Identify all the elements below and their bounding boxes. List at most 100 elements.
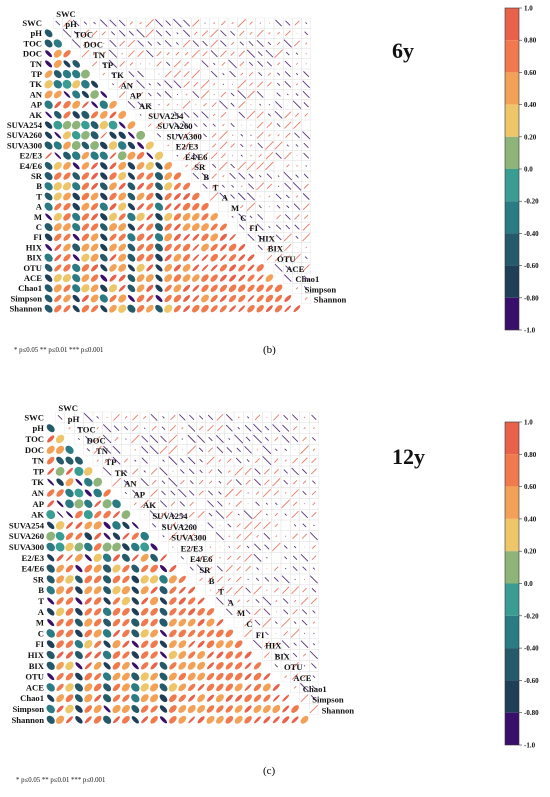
correlation-ellipse bbox=[74, 552, 85, 563]
significance-mark bbox=[150, 64, 151, 65]
correlation-ellipse bbox=[83, 617, 94, 628]
significance-mark bbox=[237, 524, 241, 528]
correlation-ellipse bbox=[136, 243, 146, 253]
correlation-ellipse bbox=[190, 222, 201, 233]
correlation-ellipse bbox=[135, 262, 146, 273]
significance-mark bbox=[283, 415, 287, 419]
correlation-ellipse bbox=[201, 254, 209, 262]
correlation-ellipse bbox=[139, 552, 150, 563]
significance-mark bbox=[193, 91, 199, 97]
significance-mark bbox=[268, 114, 271, 117]
correlation-ellipse bbox=[83, 692, 94, 703]
correlation-ellipse bbox=[112, 693, 122, 703]
correlation-ellipse bbox=[43, 293, 54, 304]
significance-mark bbox=[276, 536, 277, 537]
correlation-ellipse bbox=[46, 499, 55, 508]
correlation-ellipse bbox=[121, 660, 132, 671]
significance-mark bbox=[293, 101, 301, 109]
correlation-ellipse bbox=[163, 263, 174, 274]
correlation-ellipse bbox=[187, 596, 197, 606]
significance-mark bbox=[312, 512, 317, 517]
correlation-ellipse bbox=[130, 596, 140, 606]
correlation-ellipse bbox=[52, 180, 64, 192]
significance-mark bbox=[286, 195, 289, 198]
significance-mark bbox=[259, 154, 262, 157]
significance-mark bbox=[239, 225, 244, 230]
significance-mark bbox=[302, 132, 309, 139]
correlation-ellipse bbox=[72, 497, 85, 510]
significance-mark bbox=[258, 61, 263, 66]
correlation-ellipse bbox=[145, 263, 154, 272]
correlation-ellipse bbox=[52, 222, 63, 233]
significance-mark bbox=[263, 446, 271, 454]
significance-mark bbox=[255, 415, 260, 420]
significance-mark bbox=[103, 73, 105, 75]
correlation-ellipse bbox=[140, 704, 150, 714]
significance-mark bbox=[284, 234, 291, 241]
significance-mark bbox=[302, 610, 307, 615]
row-label: A bbox=[38, 607, 45, 617]
correlation-ellipse bbox=[274, 294, 283, 303]
correlation-ellipse bbox=[272, 694, 280, 702]
correlation-ellipse bbox=[182, 192, 191, 201]
correlation-ellipse bbox=[163, 160, 174, 171]
significance-mark bbox=[313, 525, 314, 526]
correlation-ellipse bbox=[130, 574, 141, 585]
significance-mark bbox=[241, 134, 243, 136]
correlation-ellipse bbox=[253, 693, 263, 703]
correlation-ellipse bbox=[196, 715, 205, 724]
colorbar-segment bbox=[505, 648, 519, 680]
significance-mark bbox=[194, 124, 197, 127]
significance-mark bbox=[129, 71, 134, 76]
significance-mark bbox=[268, 73, 271, 76]
significance-mark bbox=[184, 62, 188, 66]
colorbar-tick-label: -0.20 bbox=[524, 198, 539, 206]
correlation-ellipse bbox=[177, 704, 188, 715]
correlation-ellipse bbox=[117, 252, 128, 263]
correlation-ellipse bbox=[112, 531, 122, 541]
colorbar-tick-label: -0.80 bbox=[524, 709, 539, 717]
significance-mark bbox=[285, 244, 292, 251]
significance-mark bbox=[313, 503, 316, 506]
correlation-ellipse bbox=[45, 639, 56, 650]
correlation-ellipse bbox=[71, 171, 81, 181]
correlation-ellipse bbox=[130, 563, 141, 574]
significance-mark bbox=[294, 204, 300, 210]
correlation-ellipse bbox=[107, 140, 119, 152]
significance-mark bbox=[202, 112, 209, 119]
significance-mark bbox=[137, 29, 145, 37]
correlation-ellipse bbox=[56, 651, 65, 660]
significance-mark bbox=[266, 152, 273, 159]
significance-mark bbox=[282, 641, 289, 648]
correlation-ellipse bbox=[99, 304, 109, 314]
correlation-ellipse bbox=[167, 681, 179, 693]
significance-mark bbox=[282, 425, 289, 432]
correlation-ellipse bbox=[200, 293, 211, 304]
significance-mark bbox=[254, 544, 260, 550]
correlation-chart-12y: 12ySWCSWCpHpHTOCTOCDOCDOCTNTNTPTPTKTKANA… bbox=[0, 385, 550, 792]
significance-mark bbox=[199, 448, 203, 452]
significance-mark bbox=[239, 101, 246, 108]
correlation-ellipse bbox=[63, 498, 75, 510]
correlation-ellipse bbox=[196, 649, 207, 660]
significance-mark bbox=[239, 31, 244, 36]
correlation-ellipse bbox=[90, 110, 100, 120]
correlation-ellipse bbox=[110, 541, 122, 553]
significance-mark bbox=[177, 155, 178, 156]
correlation-ellipse bbox=[186, 660, 197, 671]
significance-mark bbox=[246, 437, 250, 441]
correlation-ellipse bbox=[205, 682, 215, 692]
significance-mark bbox=[170, 425, 176, 431]
correlation-ellipse bbox=[200, 202, 210, 212]
correlation-ellipse bbox=[117, 191, 128, 202]
correlation-ellipse bbox=[246, 283, 256, 293]
correlation-ellipse bbox=[196, 671, 207, 682]
significance-mark bbox=[312, 588, 316, 592]
significance-mark bbox=[240, 42, 244, 46]
correlation-ellipse bbox=[117, 130, 127, 140]
correlation-ellipse bbox=[81, 101, 89, 109]
significance-mark bbox=[256, 492, 259, 495]
correlation-ellipse bbox=[264, 273, 274, 283]
significance-mark bbox=[219, 131, 227, 139]
correlation-ellipse bbox=[140, 639, 150, 649]
